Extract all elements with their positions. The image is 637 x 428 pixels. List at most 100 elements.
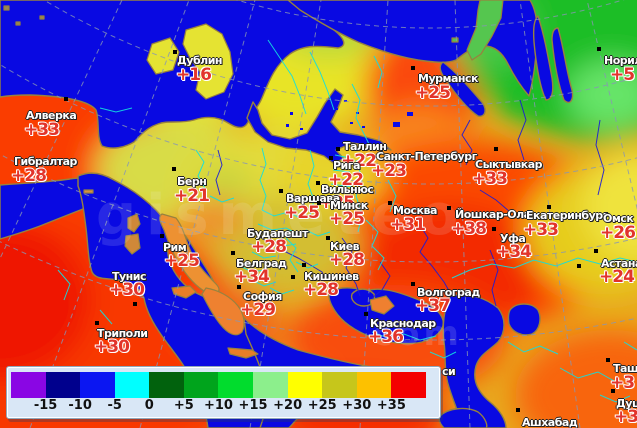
city-dot	[326, 236, 330, 240]
city-label[interactable]: Рига	[333, 159, 360, 172]
city-temperature: +38	[451, 219, 487, 239]
city-label[interactable]: Йошкар-Ола	[455, 208, 531, 221]
ireland-island	[146, 37, 180, 75]
city-label[interactable]: Киев	[330, 240, 360, 253]
city-dot	[606, 358, 610, 362]
city-label[interactable]: Вильнюс	[321, 183, 374, 196]
city-label[interactable]: Тунис	[112, 270, 147, 283]
city-temperature: +28	[251, 237, 287, 257]
city-label[interactable]: Уфа	[500, 232, 526, 245]
city-label[interactable]: си	[442, 365, 456, 378]
city-dot	[316, 181, 320, 185]
islet	[3, 5, 10, 11]
city-label[interactable]: Белград	[236, 257, 287, 270]
caspian-sea	[442, 294, 507, 428]
city-temperature: +21	[174, 186, 210, 206]
city-dot	[329, 156, 333, 160]
city-label[interactable]: Минск	[330, 199, 368, 212]
atlantic-ocean	[0, 0, 345, 149]
legend-swatch	[11, 372, 46, 398]
city-dot	[411, 282, 415, 286]
city-label[interactable]: Дублин	[177, 54, 223, 67]
city-label[interactable]: Краснодар	[370, 317, 436, 330]
britain-island	[182, 23, 234, 100]
city-dot	[133, 302, 137, 306]
city-label[interactable]: Омск	[603, 212, 634, 225]
city-temperature: +28	[11, 166, 47, 186]
aral-sea	[507, 303, 541, 336]
city-dot	[597, 47, 601, 51]
city-dot	[317, 201, 321, 205]
corsica-island	[127, 213, 141, 233]
city-label[interactable]: Мурманск	[418, 72, 479, 85]
legend-swatch	[356, 372, 392, 398]
land-patches	[3, 0, 504, 384]
city-dot	[173, 50, 177, 54]
legend-swatch	[114, 372, 150, 398]
city-label[interactable]: Гибралтар	[14, 155, 77, 168]
legend-tick-label: -15	[33, 398, 58, 413]
city-label[interactable]: Сыктывкар	[475, 158, 543, 171]
city-dot	[302, 263, 306, 267]
city-dot	[95, 321, 99, 325]
legend-tick-label: 0	[144, 398, 154, 413]
city-label[interactable]: Санкт-Петербург	[376, 150, 477, 163]
legend-swatch	[45, 372, 81, 398]
taz-gulf	[551, 27, 574, 104]
city-label[interactable]: Рим	[163, 241, 187, 254]
legend-swatch	[218, 372, 254, 398]
city-dot	[492, 227, 496, 231]
city-temperature: +3	[610, 373, 635, 393]
city-label[interactable]: Душанбе	[616, 397, 637, 410]
city-label[interactable]: Ташкент	[613, 362, 637, 375]
city-dot	[547, 205, 551, 209]
sardinia-island	[124, 233, 141, 255]
city-label[interactable]: София	[243, 290, 282, 303]
city-label[interactable]: Триполи	[97, 327, 148, 340]
crete-island	[227, 347, 259, 359]
legend-tick-label: -5	[107, 398, 122, 413]
city-temperature: +25	[329, 209, 365, 229]
city-temperature: +28	[303, 280, 339, 300]
city-label[interactable]: Варшава	[286, 192, 340, 205]
city-label[interactable]: Норильск	[604, 54, 637, 67]
legend-swatch	[149, 372, 185, 398]
city-temperature: +3	[614, 407, 637, 427]
city-dot	[291, 275, 295, 279]
city-label[interactable]: Алверка	[26, 109, 77, 122]
city-label[interactable]: Таллин	[343, 140, 387, 153]
city-dot	[411, 66, 415, 70]
city-label[interactable]: Кишинев	[304, 270, 359, 283]
city-temperature: +16	[176, 65, 212, 85]
legend-tick-label: +25	[307, 398, 337, 413]
kolguev-island	[451, 37, 459, 43]
sicily-island	[171, 285, 197, 299]
city-dot	[388, 201, 392, 205]
city-label[interactable]: Астана	[601, 257, 637, 270]
city-label[interactable]: Берн	[177, 175, 207, 188]
city-dot	[594, 249, 598, 253]
city-dot	[364, 312, 368, 316]
islet	[15, 21, 21, 26]
legend-swatch	[391, 372, 427, 398]
ob-gulf	[532, 15, 554, 101]
legend-swatch	[322, 372, 358, 398]
city-dot	[516, 408, 520, 412]
city-temperature: +34	[234, 267, 270, 287]
city-dot	[231, 251, 235, 255]
city-label[interactable]: Ашхабад	[522, 416, 578, 428]
city-label[interactable]: Екатеринбург	[526, 209, 608, 222]
city-label[interactable]: Волгоград	[417, 286, 480, 299]
balearic-island	[83, 189, 94, 194]
city-dot	[447, 206, 451, 210]
city-temperature: +34	[496, 242, 532, 262]
city-temperature: +33	[24, 120, 60, 140]
city-label[interactable]: Москва	[393, 204, 437, 217]
city-temperature: +22	[341, 151, 377, 171]
legend-tick-label: +10	[203, 398, 233, 413]
city-label[interactable]: Будапешт	[247, 227, 308, 240]
city-dot	[494, 147, 498, 151]
city-dot	[611, 389, 615, 393]
